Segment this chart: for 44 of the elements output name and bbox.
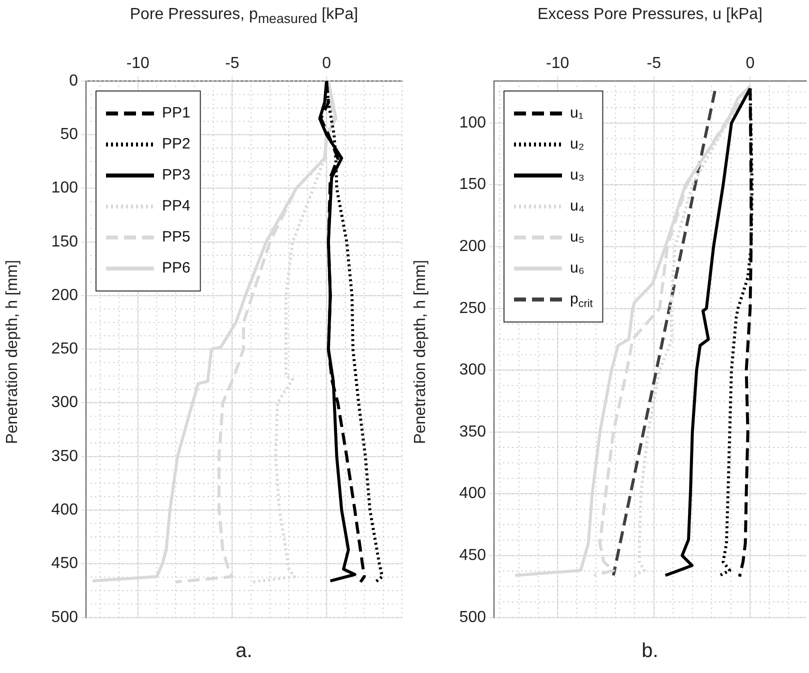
legend-label: PP3 <box>162 166 190 184</box>
x-axis-title: Excess Pore Pressures, u [kPa] <box>536 6 764 24</box>
y-tick-label: 250 <box>459 300 486 317</box>
x-tick-label: -5 <box>225 54 240 72</box>
y-tick-label: 150 <box>459 176 486 194</box>
y-tick-label: 400 <box>459 485 486 502</box>
x-tick-label: 0 <box>746 54 755 72</box>
y-tick-label: 450 <box>51 555 78 572</box>
y-tick-label: 450 <box>459 547 486 564</box>
x-tick-label: 0 <box>322 54 332 72</box>
y-tick-label: 500 <box>51 608 78 626</box>
y-tick-label: 200 <box>459 238 486 256</box>
legend-label: PP6 <box>162 260 190 277</box>
legend-label: u₂ <box>570 136 584 153</box>
x-axis-title: Pore Pressures, p$_{measured}$ [kPa] <box>128 6 360 26</box>
legend-label: PP1 <box>162 104 190 122</box>
y-tick-label: 500 <box>459 608 486 626</box>
y-tick-label: 350 <box>459 423 486 440</box>
y-axis-title: Penetration depth, h [mm] <box>4 260 22 444</box>
x-tick-label: -5 <box>646 54 662 72</box>
y-tick-label: 300 <box>51 394 78 412</box>
y-axis-title: Penetration depth, h [mm] <box>412 260 430 444</box>
y-tick-label: 100 <box>51 180 78 197</box>
x-tick-label: -10 <box>126 54 150 72</box>
y-tick-label: 100 <box>459 114 486 132</box>
legend-label: PP2 <box>162 136 190 153</box>
y-tick-label: 200 <box>51 286 78 304</box>
legend-label: u₄ <box>570 198 584 215</box>
legend-label: PP4 <box>162 198 190 215</box>
y-tick-label: 250 <box>51 340 78 358</box>
y-tick-label: 50 <box>60 126 78 144</box>
text: a. <box>234 640 254 663</box>
legend-label: PP5 <box>162 228 190 246</box>
y-tick-label: 300 <box>459 362 486 379</box>
y-tick-label: 350 <box>51 448 78 465</box>
y-tick-label: 400 <box>51 502 78 519</box>
legend-label: u₆ <box>570 260 584 277</box>
legend-label: u₃ <box>570 166 584 184</box>
y-tick-label: 0 <box>69 72 78 90</box>
y-tick-label: 150 <box>51 233 78 250</box>
text: b. <box>640 640 660 663</box>
legend-label: u₁ <box>570 104 584 122</box>
legend-label: u₅ <box>570 228 584 246</box>
x-tick-label: -10 <box>546 54 570 72</box>
